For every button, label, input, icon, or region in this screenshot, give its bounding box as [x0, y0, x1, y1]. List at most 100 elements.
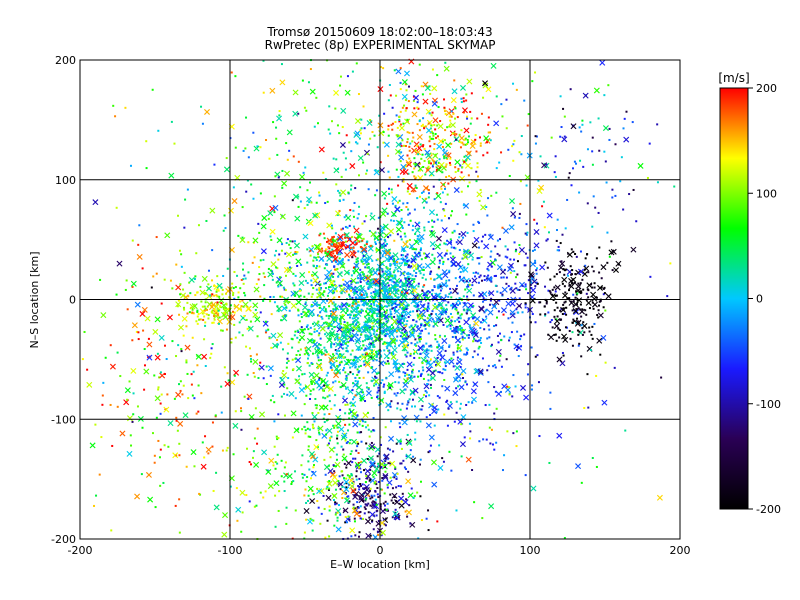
cross-marker: [261, 214, 268, 221]
dot-marker: [282, 314, 285, 317]
dot-marker: [367, 188, 370, 191]
dot-marker: [242, 149, 245, 152]
dot-marker: [355, 261, 358, 264]
dot-marker: [442, 307, 445, 310]
dot-marker: [297, 205, 300, 208]
dot-marker: [197, 224, 200, 227]
dot-marker: [310, 284, 313, 287]
dot-marker: [378, 285, 381, 288]
dot-marker: [581, 308, 584, 311]
dot-marker: [479, 336, 482, 339]
dot-marker: [278, 110, 281, 113]
dot-marker: [328, 250, 331, 253]
dot-marker: [399, 314, 402, 317]
dot-marker: [348, 476, 351, 479]
dot-marker: [373, 446, 376, 449]
dot-marker: [331, 243, 334, 246]
dot-marker: [178, 442, 181, 445]
dot-marker: [180, 253, 183, 256]
cross-marker: [585, 299, 592, 306]
cross-marker: [448, 358, 455, 365]
dot-marker: [138, 224, 141, 227]
dot-marker: [498, 161, 501, 164]
dot-marker: [500, 365, 503, 368]
dot-marker: [513, 270, 516, 273]
dot-marker: [348, 417, 351, 420]
dot-marker: [428, 140, 431, 143]
dot-marker: [102, 381, 105, 384]
dot-marker: [371, 278, 374, 281]
cross-marker: [272, 342, 279, 349]
dot-marker: [350, 150, 353, 153]
dot-marker: [448, 125, 451, 128]
dot-marker: [304, 301, 307, 304]
dot-marker: [333, 470, 336, 473]
dot-marker: [535, 281, 538, 284]
cross-marker: [388, 435, 395, 442]
dot-marker: [362, 487, 365, 490]
dot-marker: [350, 188, 353, 191]
dot-marker: [339, 513, 342, 516]
cross-marker: [252, 237, 259, 244]
dot-marker: [525, 233, 528, 236]
dot-marker: [325, 429, 328, 432]
cross-marker: [388, 228, 395, 235]
dot-marker: [373, 494, 376, 497]
cross-marker: [539, 264, 546, 271]
dot-marker: [406, 351, 409, 354]
dot-marker: [420, 247, 423, 250]
dot-marker: [571, 344, 574, 347]
dot-marker: [452, 353, 455, 356]
dot-marker: [436, 340, 439, 343]
cross-marker: [487, 261, 494, 268]
dot-marker: [400, 257, 403, 260]
dot-marker: [405, 337, 408, 340]
dot-marker: [355, 470, 358, 473]
dot-marker: [281, 348, 284, 351]
dot-marker: [288, 261, 291, 264]
dot-marker: [264, 320, 267, 323]
cross-marker: [348, 477, 355, 484]
cross-marker: [213, 504, 220, 511]
cross-marker: [562, 292, 569, 299]
dot-marker: [212, 489, 215, 492]
cross-marker: [541, 162, 548, 169]
dot-marker: [347, 515, 350, 518]
dot-marker: [398, 317, 401, 320]
dot-marker: [455, 133, 458, 136]
cross-marker: [472, 381, 479, 388]
dot-marker: [413, 175, 416, 178]
cross-marker: [361, 457, 368, 464]
dot-marker: [211, 279, 214, 282]
dot-marker: [409, 219, 412, 222]
cross-marker: [460, 230, 467, 237]
dot-marker: [494, 366, 497, 369]
cross-marker: [298, 280, 305, 287]
dot-marker: [460, 332, 463, 335]
dot-marker: [459, 314, 462, 317]
cross-marker: [276, 305, 283, 312]
cross-marker: [100, 312, 107, 319]
cross-marker: [329, 330, 336, 336]
dot-marker: [493, 412, 496, 415]
dot-marker: [308, 468, 311, 471]
dot-marker: [225, 157, 228, 160]
dot-marker: [176, 305, 179, 308]
dot-marker: [182, 306, 185, 309]
dot-marker: [252, 197, 255, 200]
dot-marker: [397, 184, 400, 187]
dot-marker: [355, 307, 358, 310]
dot-marker: [356, 306, 359, 309]
cross-marker: [435, 273, 442, 280]
dot-marker: [468, 334, 471, 337]
dot-marker: [273, 195, 276, 198]
dot-marker: [334, 232, 337, 235]
dot-marker: [501, 226, 504, 229]
dot-marker: [393, 329, 396, 332]
dot-marker: [337, 480, 340, 483]
dot-marker: [366, 447, 369, 450]
dot-marker: [357, 466, 360, 469]
dot-marker: [512, 432, 515, 435]
dot-marker: [407, 304, 410, 307]
cross-marker: [294, 378, 301, 385]
